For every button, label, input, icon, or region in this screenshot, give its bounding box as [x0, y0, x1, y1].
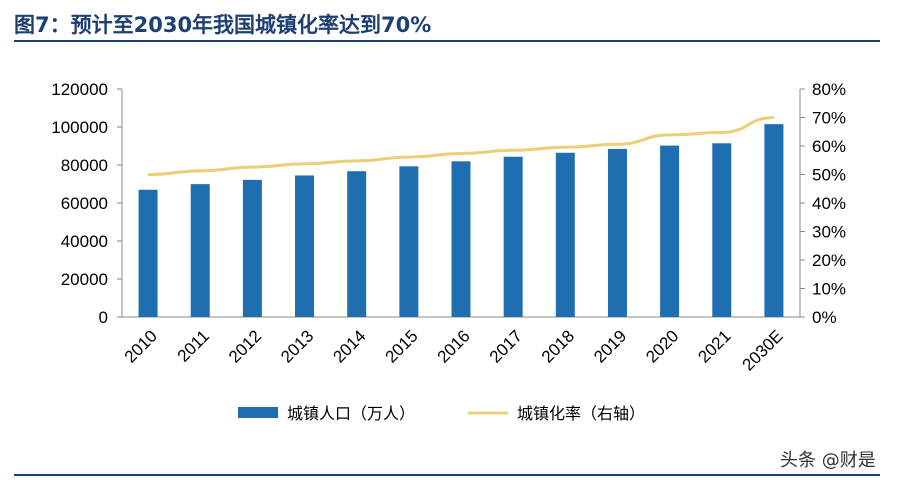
figure-title: 图7：预计至2030年我国城镇化率达到70%: [14, 13, 432, 37]
y-right-tick-label: 80%: [812, 80, 846, 99]
y-right-tick-label: 0%: [812, 308, 837, 327]
bar: [764, 124, 784, 318]
x-tick-label: 2021: [694, 326, 734, 366]
x-tick-label: 2030E: [739, 326, 787, 374]
x-tick-label: 2010: [121, 326, 161, 366]
watermark: 头条 @财是: [780, 450, 876, 471]
footer-rule: [14, 474, 880, 476]
x-tick-label: 2015: [381, 326, 421, 366]
y-right-tick-label: 50%: [812, 166, 846, 185]
x-tick-label: 2014: [329, 326, 369, 366]
y-right-tick-label: 20%: [812, 251, 846, 270]
bar: [555, 152, 575, 317]
bar: [347, 171, 367, 317]
legend-label-bar: 城镇人口（万人）: [287, 404, 415, 423]
y-left-tick-label: 20000: [61, 270, 108, 289]
y-left-tick-label: 100000: [51, 118, 108, 137]
y-left-tick-label: 40000: [61, 232, 108, 251]
bar: [295, 175, 315, 317]
x-tick-label: 2019: [590, 326, 630, 366]
x-tick-label: 2012: [225, 326, 265, 366]
title-rule: [14, 40, 880, 42]
x-tick-label: 2011: [174, 326, 213, 365]
y-right-tick-label: 60%: [812, 137, 846, 156]
bar: [607, 148, 627, 317]
bar: [190, 184, 210, 317]
y-right-tick-label: 40%: [812, 194, 846, 213]
y-right-tick-label: 10%: [812, 280, 846, 299]
bar: [399, 166, 419, 317]
bar: [712, 143, 732, 317]
y-left-tick-label: 120000: [51, 80, 108, 99]
y-left-tick-label: 60000: [61, 194, 108, 213]
y-right-tick-label: 30%: [812, 223, 846, 242]
y-left-tick-label: 80000: [61, 156, 108, 175]
y-left-tick-label: 0: [99, 308, 108, 327]
x-tick-label: 2013: [277, 326, 317, 366]
x-tick-label: 2016: [434, 326, 474, 366]
bar: [242, 179, 262, 317]
x-tick-label: 2020: [642, 326, 682, 366]
bar: [138, 189, 158, 317]
legend-label-line: 城镇化率（右轴）: [517, 404, 645, 423]
bar: [660, 145, 680, 317]
bar: [503, 156, 523, 317]
x-tick-label: 2017: [486, 326, 526, 366]
bar: [451, 161, 471, 317]
y-right-tick-label: 70%: [812, 109, 846, 128]
legend-swatch-bar: [238, 407, 278, 418]
x-tick-label: 2018: [538, 326, 578, 366]
